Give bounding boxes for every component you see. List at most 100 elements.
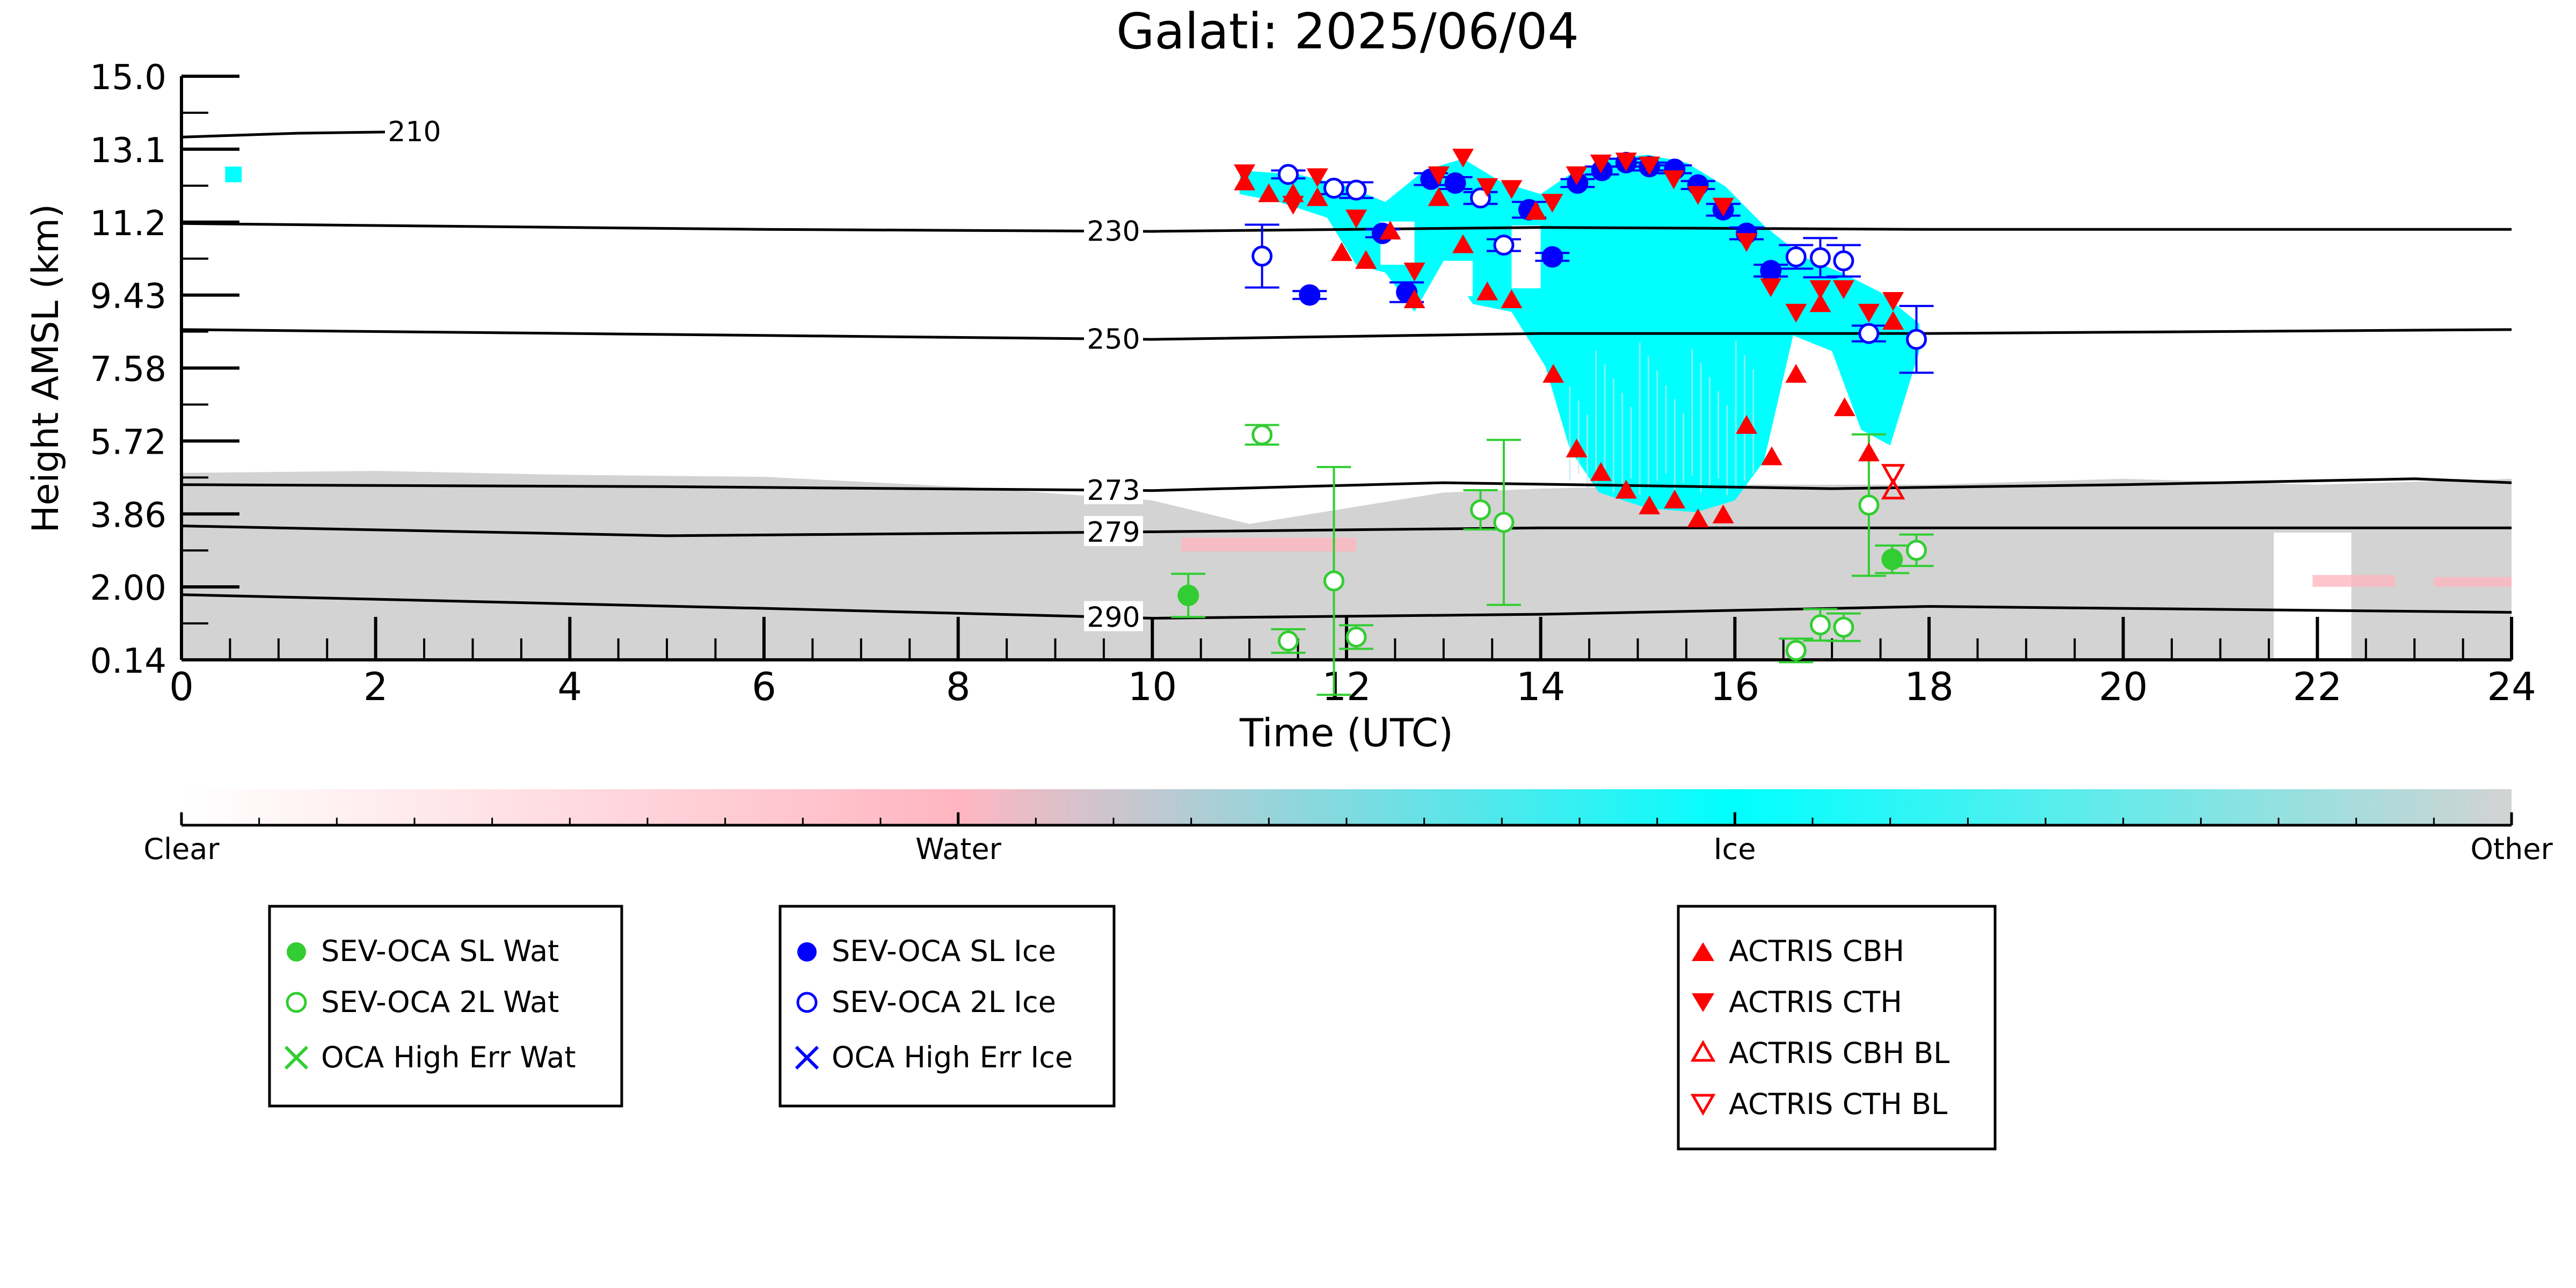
point-triangle-up bbox=[1330, 242, 1352, 261]
point-open-circle bbox=[1833, 616, 1854, 638]
point-triangle-down bbox=[1403, 263, 1425, 282]
y-tick-label: 13.1 bbox=[90, 131, 167, 171]
isotherm-label: 230 bbox=[1087, 216, 1140, 248]
point-open-circle bbox=[1323, 570, 1344, 592]
point-triangle-up bbox=[1379, 220, 1401, 239]
point-triangle-down bbox=[1234, 164, 1256, 184]
point-open-circle bbox=[1905, 329, 1927, 350]
y-tick-label: 2.00 bbox=[90, 569, 167, 608]
point-open-triangle-down bbox=[1881, 464, 1905, 485]
isotherm-line bbox=[181, 477, 2512, 492]
legend-label-2l-wat: SEV-OCA 2L Wat bbox=[321, 985, 559, 1019]
isotherm-line bbox=[181, 525, 2512, 537]
legend-label-2l-ice: SEV-OCA 2L Ice bbox=[832, 985, 1056, 1019]
legend-label-cth-bl: ACTRIS CTH BL bbox=[1729, 1087, 1947, 1121]
x-tick-label: 24 bbox=[2487, 664, 2536, 709]
point-triangle-up bbox=[1639, 495, 1661, 514]
point-triangle-down bbox=[1282, 195, 1304, 215]
legend-water: SEV-OCA SL Wat SEV-OCA 2L Wat OCA High E… bbox=[268, 905, 623, 1108]
point-triangle-down bbox=[1882, 292, 1904, 311]
point-filled-circle bbox=[1444, 172, 1466, 194]
point-triangle-up bbox=[1258, 183, 1280, 202]
legend-marker-higherr-wat bbox=[284, 1045, 309, 1070]
point-triangle-up bbox=[1833, 397, 1855, 417]
point-triangle-down bbox=[1832, 280, 1854, 300]
legend-label-higherr-ice: OCA High Err Ice bbox=[832, 1040, 1073, 1074]
point-open-circle bbox=[1858, 323, 1880, 344]
colorbar-label-ice: Ice bbox=[1714, 832, 1756, 866]
point-triangle-up bbox=[1712, 504, 1734, 523]
point-triangle-up bbox=[1687, 508, 1709, 528]
point-triangle-down bbox=[1687, 186, 1709, 205]
point-triangle-down bbox=[1639, 156, 1661, 176]
colorbar: Clear Water Ice Other bbox=[143, 789, 2553, 866]
point-triangle-down bbox=[1590, 154, 1612, 173]
point-triangle-up bbox=[1566, 438, 1588, 457]
x-tick-label: 14 bbox=[1516, 664, 1566, 709]
y-tick-label: 3.86 bbox=[90, 496, 167, 535]
x-tick-label: 8 bbox=[946, 664, 971, 709]
point-triangle-up bbox=[1403, 289, 1425, 308]
legend-marker-cth-bl bbox=[1690, 1094, 1716, 1116]
legend-label-higherr-wat: OCA High Err Wat bbox=[321, 1040, 576, 1074]
y-tick-label: 0.14 bbox=[90, 642, 167, 681]
point-triangle-up bbox=[1809, 293, 1831, 312]
x-axis-label: Time (UTC) bbox=[1239, 710, 1453, 755]
point-triangle-up bbox=[1428, 187, 1450, 206]
isotherm-line bbox=[181, 593, 2512, 620]
x-tick-label: 12 bbox=[1322, 664, 1371, 709]
isotherm-line bbox=[181, 222, 2512, 233]
isotherm-label-bg bbox=[1084, 601, 1143, 631]
legend-marker-sl-ice bbox=[797, 942, 817, 962]
legend-actris: ACTRIS CBH ACTRIS CTH ACTRIS CBH BL ACTR… bbox=[1677, 905, 1997, 1151]
point-open-circle bbox=[1785, 246, 1807, 267]
x-tick-label: 16 bbox=[1711, 664, 1760, 709]
point-triangle-up bbox=[1882, 311, 1904, 330]
isotherm-label: 279 bbox=[1087, 516, 1140, 549]
point-filled-circle bbox=[1177, 585, 1199, 607]
legend-marker-cth bbox=[1692, 993, 1714, 1012]
point-filled-circle bbox=[1299, 284, 1321, 306]
point-triangle-down bbox=[1566, 166, 1588, 185]
point-triangle-up bbox=[1542, 363, 1564, 383]
isotherm-label: 250 bbox=[1087, 323, 1140, 355]
point-open-circle bbox=[1833, 250, 1854, 272]
point-open-circle bbox=[1493, 512, 1515, 533]
point-open-circle bbox=[1470, 499, 1491, 521]
point-filled-circle bbox=[1541, 246, 1563, 268]
legend-marker-cbh bbox=[1692, 942, 1714, 961]
legend-label-cth: ACTRIS CTH bbox=[1729, 985, 1902, 1019]
water-patch bbox=[2434, 577, 2512, 587]
point-triangle-down bbox=[1501, 180, 1523, 199]
colorbar-label-clear: Clear bbox=[143, 832, 220, 866]
ice-speck bbox=[225, 166, 242, 183]
legend-label-cbh-bl: ACTRIS CBH BL bbox=[1729, 1036, 1949, 1070]
point-open-circle bbox=[1809, 247, 1831, 268]
legend-marker-2l-wat bbox=[286, 992, 307, 1013]
isotherm-label-bg bbox=[1084, 323, 1143, 353]
isotherm-label-bg bbox=[1084, 215, 1143, 245]
point-open-circle bbox=[1278, 630, 1299, 652]
chart-title: Galati: 2025/06/04 bbox=[1116, 3, 1579, 60]
point-triangle-up bbox=[1306, 187, 1328, 206]
point-triangle-up bbox=[1476, 281, 1498, 301]
point-open-circle bbox=[1323, 177, 1344, 199]
legend-marker-sl-wat bbox=[287, 942, 306, 962]
x-tick-label: 6 bbox=[752, 664, 776, 709]
isotherm-label-bg bbox=[385, 115, 444, 146]
x-tick-label: 2 bbox=[363, 664, 388, 709]
point-open-circle bbox=[1493, 235, 1515, 256]
point-triangle-up bbox=[1590, 462, 1612, 481]
isotherm-label: 290 bbox=[1087, 602, 1140, 634]
water-patch bbox=[2312, 574, 2395, 587]
y-tick-label: 5.72 bbox=[90, 423, 167, 462]
point-triangle-down bbox=[1736, 233, 1758, 252]
point-open-circle bbox=[1345, 179, 1367, 201]
y-axis-label: Height AMSL (km) bbox=[25, 204, 67, 533]
point-filled-circle bbox=[1760, 260, 1782, 282]
legend-marker-higherr-ice bbox=[795, 1045, 819, 1070]
point-triangle-up bbox=[1501, 289, 1523, 308]
point-triangle-up bbox=[1858, 442, 1880, 462]
point-filled-circle bbox=[1881, 548, 1903, 570]
